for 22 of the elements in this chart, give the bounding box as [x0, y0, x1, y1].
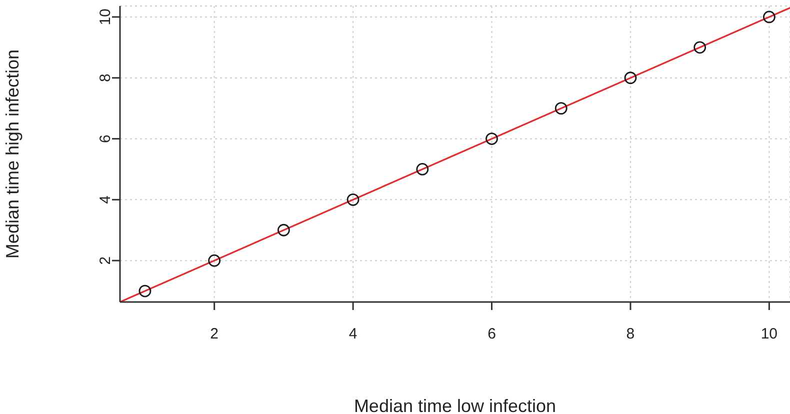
x-tick-label: 10	[760, 326, 778, 343]
y-tick-label: 8	[97, 74, 114, 82]
y-axis-title: Median time high infection	[2, 49, 22, 259]
point	[554, 102, 568, 115]
y-tick-label: 10	[97, 8, 114, 26]
x-tick-label: 6	[488, 326, 496, 343]
point	[346, 193, 360, 206]
point	[694, 41, 706, 54]
y-tick-label: 2	[97, 256, 114, 265]
x-axis-title: Median time low infection	[354, 396, 556, 414]
point	[416, 163, 429, 176]
x-tick-label: 8	[626, 326, 635, 343]
y-tick-label: 6	[97, 134, 114, 143]
x-tick-label: 4	[348, 326, 358, 343]
x-tick-label: 2	[210, 326, 218, 343]
point	[486, 132, 498, 145]
point	[762, 10, 776, 24]
point	[208, 254, 221, 267]
y-tick-label: 4	[97, 196, 114, 204]
point	[624, 72, 637, 84]
point	[138, 284, 152, 298]
point	[277, 224, 290, 236]
